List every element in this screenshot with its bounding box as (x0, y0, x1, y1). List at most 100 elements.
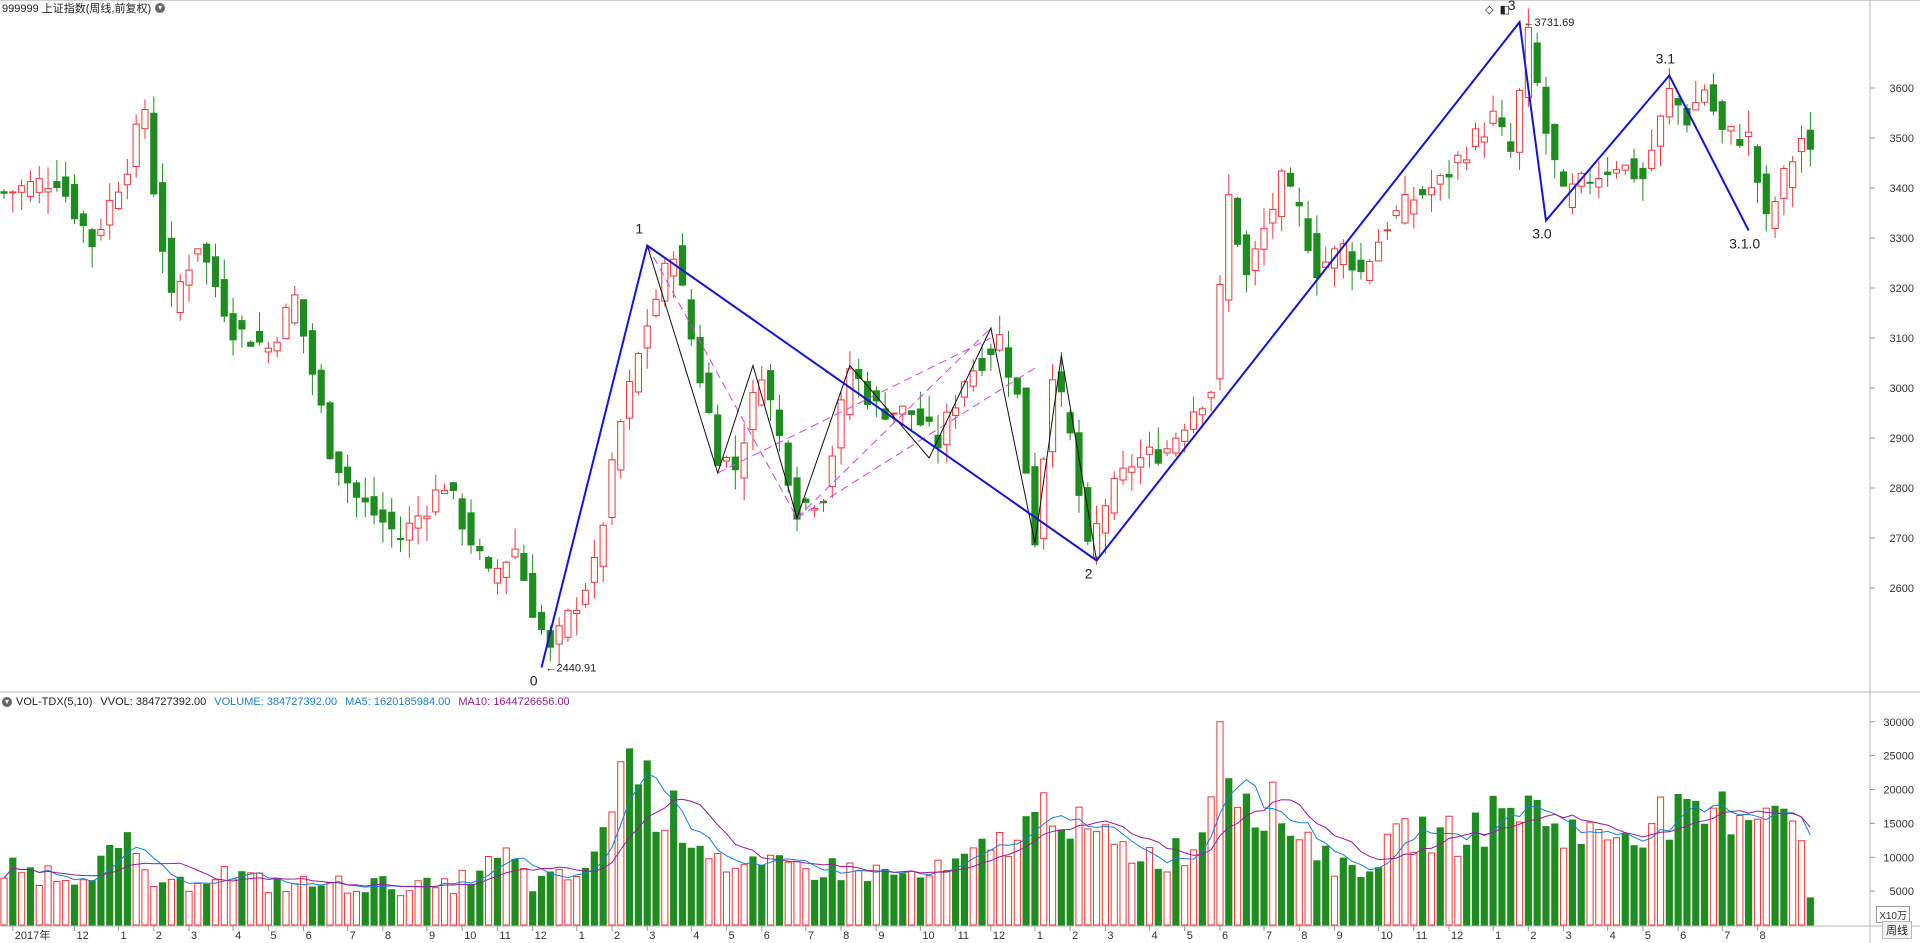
candle-body (1357, 259, 1365, 273)
volume-bar (652, 831, 660, 926)
volume-bar (1683, 799, 1691, 926)
candle (1780, 165, 1788, 216)
candle (167, 221, 175, 307)
candle (1374, 228, 1383, 262)
fib-line (796, 327, 992, 519)
period-button[interactable]: 周线 (1882, 921, 1912, 939)
candle-body (1101, 505, 1109, 534)
volume-bar (229, 878, 237, 926)
candle-body (361, 497, 369, 503)
candle-body (1189, 411, 1198, 430)
date-tick-label: 4 (235, 930, 241, 942)
indicator-menu-icon[interactable]: ▾ (2, 697, 12, 707)
volume-bar (1110, 843, 1118, 926)
candle (1207, 390, 1215, 412)
volume-bar (1057, 829, 1065, 926)
panel-toggle-icon[interactable]: ◧ (1499, 4, 1510, 16)
volume-bar (1322, 845, 1330, 926)
candle (62, 161, 70, 203)
chevron-down-icon[interactable]: ▾ (155, 3, 166, 13)
candle-body (1234, 197, 1242, 245)
candle (405, 506, 413, 558)
candle (1674, 96, 1682, 125)
volume-bar (731, 867, 739, 926)
volume-bar (1286, 835, 1295, 926)
sub-wave-path (646, 245, 1098, 561)
date-tick-label: 5 (729, 930, 735, 942)
date-tick-label: 1 (1037, 930, 1043, 942)
candle-body (211, 256, 220, 288)
candle (1595, 161, 1603, 199)
candle-body (1674, 98, 1682, 106)
volume-bar (70, 884, 79, 926)
volume-bar (1489, 795, 1497, 926)
candle-body (1762, 173, 1770, 215)
candle-body (696, 337, 704, 384)
candle (537, 604, 546, 635)
volume-bar (1445, 815, 1453, 926)
volume-bar (1780, 808, 1788, 926)
candle (1789, 155, 1797, 208)
ma10-value: MA10: 1644726656.00 (458, 696, 570, 708)
volume-bar (1004, 856, 1013, 926)
candle (432, 474, 440, 516)
candle-body (1621, 164, 1629, 171)
candle-body (1656, 115, 1665, 147)
candle (1568, 173, 1576, 215)
candle (1366, 258, 1374, 285)
price-tick-label: 2600 (1890, 583, 1914, 595)
candle (626, 369, 634, 430)
candle-body (1075, 432, 1083, 496)
candle (53, 160, 61, 192)
volume-bar (696, 845, 704, 926)
candle-body (1612, 169, 1621, 174)
volume-bar (1392, 823, 1400, 926)
volume-indicator-name[interactable]: VOL-TDX(5,10) (16, 696, 93, 708)
date-tick-label: 7 (808, 930, 814, 942)
candle-body (423, 515, 431, 520)
volume-bar (167, 878, 175, 926)
candle (255, 312, 264, 346)
candle-body (1745, 131, 1753, 137)
volume-bar (907, 871, 916, 926)
candle-body (35, 178, 43, 193)
candle (238, 315, 246, 348)
volume-bar (969, 847, 977, 926)
candle (520, 544, 528, 582)
fib-line (796, 367, 1036, 519)
volume-ma-lines (3, 773, 1811, 888)
volume-bar (493, 857, 502, 926)
candle-body (308, 330, 316, 375)
volume-bar (1648, 823, 1656, 926)
candle-body (1093, 523, 1101, 558)
candle-body (150, 112, 158, 195)
volume-bar (159, 882, 167, 926)
diamond-icon[interactable]: ◇ (1485, 4, 1494, 16)
date-tick-label: 12 (1451, 930, 1463, 942)
candle-body (1181, 429, 1189, 442)
candle (1013, 377, 1021, 399)
volume-bar (88, 880, 96, 926)
candle (1445, 160, 1453, 199)
volume-bar (1260, 830, 1268, 926)
candle (379, 492, 387, 543)
candle (1630, 148, 1638, 183)
candle (634, 351, 642, 396)
volume-bar (388, 889, 396, 926)
candle-body (996, 334, 1004, 351)
candle-body (1198, 408, 1206, 416)
candle (344, 454, 352, 504)
volume-bar (1630, 845, 1638, 926)
candle-body (123, 173, 131, 186)
volume-bar (1542, 826, 1550, 926)
volume-bar (678, 842, 687, 926)
date-tick-label: 1 (121, 930, 127, 942)
volume-bar (106, 845, 114, 926)
candle (1383, 221, 1391, 240)
date-tick-label: 7 (1266, 930, 1272, 942)
volume-bar (114, 848, 123, 926)
volume-bar (934, 859, 942, 926)
wave-lines (540, 19, 1750, 668)
date-tick-label: 9 (429, 930, 435, 942)
